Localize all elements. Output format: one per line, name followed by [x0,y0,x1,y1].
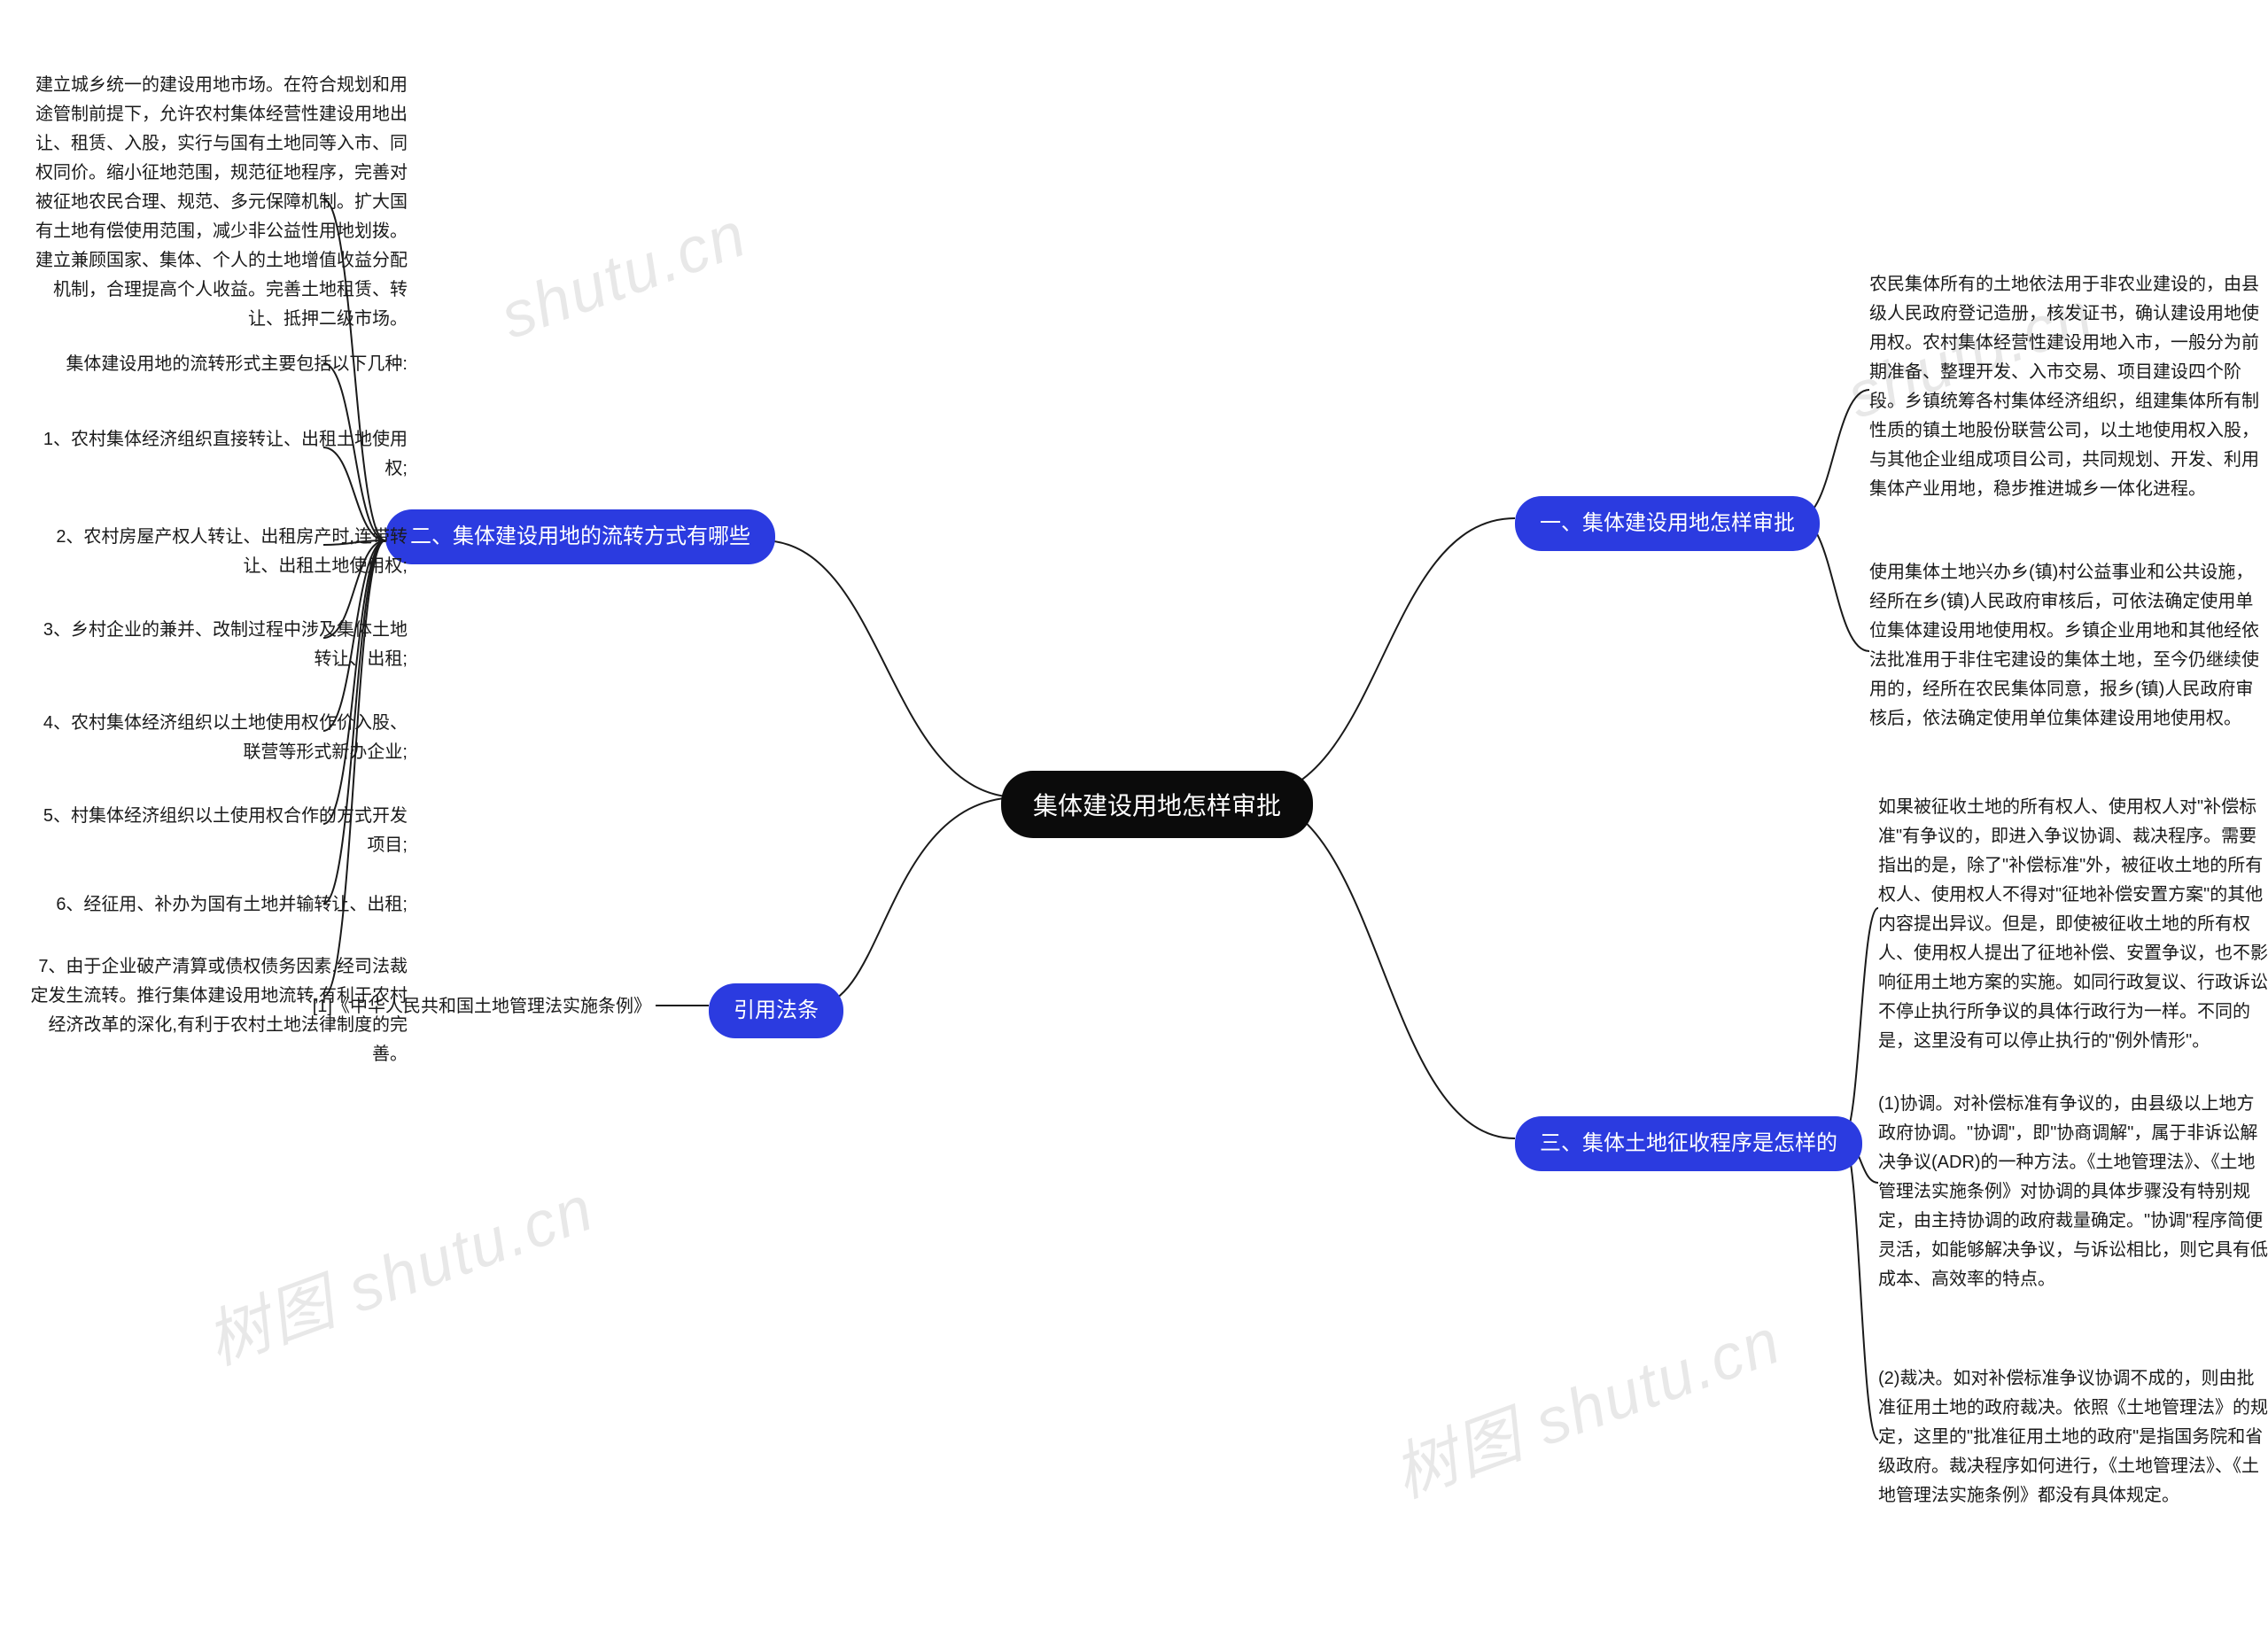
leaf-circulation-7: 5、村集体经济组织以土使用权合作的方式开发项目; [27,802,408,860]
branch-expropriation[interactable]: 三、集体土地征收程序是怎样的 [1515,1116,1862,1171]
leaf-circulation-1: 建立城乡统一的建设用地市场。在符合规划和用途管制前提下，允许农村集体经营性建设用… [27,71,408,334]
root-node[interactable]: 集体建设用地怎样审批 [1001,771,1313,838]
leaf-circulation-4: 2、农村房屋产权人转让、出租房产时,连带转让、出租土地使用权; [27,523,408,581]
leaf-circulation-5: 3、乡村企业的兼并、改制过程中涉及集体土地转让、出租; [27,616,408,674]
leaf-approval-2: 使用集体土地兴办乡(镇)村公益事业和公共设施，经所在乡(镇)人民政府审核后，可依… [1869,558,2268,734]
branch-circulation[interactable]: 二、集体建设用地的流转方式有哪些 [385,509,775,564]
watermark: shutu.cn [492,198,757,353]
watermark: 树图 shutu.cn [1379,1289,1791,1515]
leaf-circulation-8: 6、经征用、补办为国有土地并输转让、出租; [27,890,408,920]
leaf-circulation-2: 集体建设用地的流转形式主要包括以下几种: [27,350,408,379]
branch-approval[interactable]: 一、集体建设用地怎样审批 [1515,496,1820,551]
leaf-reference-1: [1]《中华人民共和国土地管理法实施条例》 [244,992,651,1021]
leaf-circulation-3: 1、农村集体经济组织直接转让、出租土地使用权; [27,425,408,484]
leaf-expropriation-1: 如果被征收土地的所有权人、使用权人对"补偿标准"有争议的，即进入争议协调、裁决程… [1878,793,2268,1056]
leaf-approval-1: 农民集体所有的土地依法用于非农业建设的，由县级人民政府登记造册，核发证书，确认建… [1869,270,2268,504]
leaf-expropriation-2: (1)协调。对补偿标准有争议的，由县级以上地方政府协调。"协调"，即"协商调解"… [1878,1090,2268,1294]
watermark: 树图 shutu.cn [191,1156,604,1382]
leaf-circulation-6: 4、农村集体经济组织以土地使用权作价入股、联营等形式新办企业; [27,709,408,767]
branch-reference[interactable]: 引用法条 [709,983,843,1038]
leaf-expropriation-3: (2)裁决。如对补偿标准争议协调不成的，则由批准征用土地的政府裁决。依照《土地管… [1878,1364,2268,1511]
